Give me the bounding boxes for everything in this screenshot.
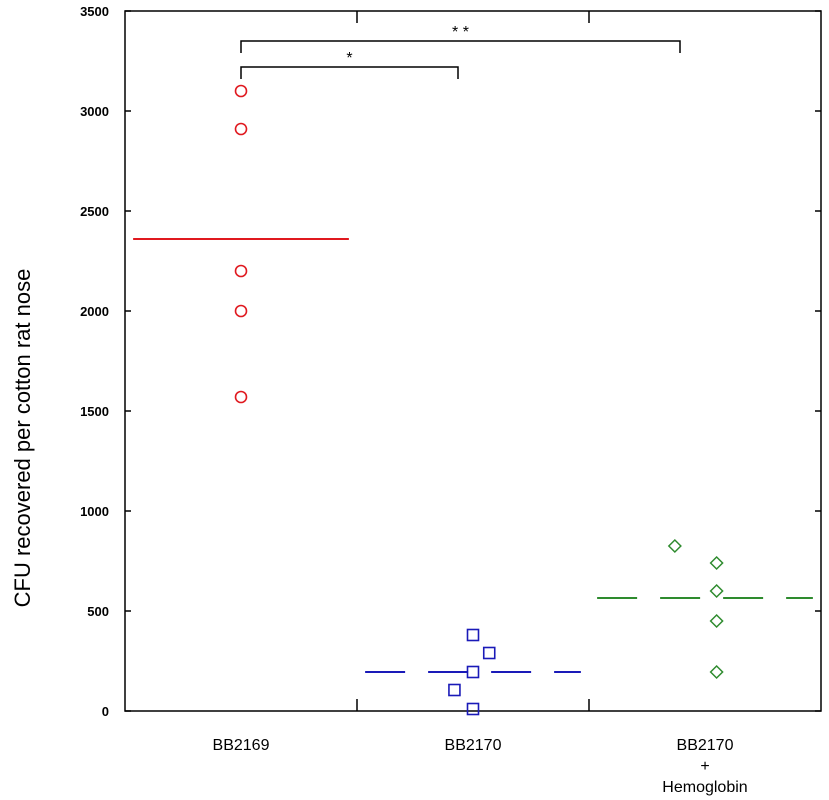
data-point (234, 390, 248, 404)
plot-border (124, 10, 822, 712)
significance-label: * (346, 50, 352, 67)
y-tick-label: 1000 (80, 504, 109, 519)
y-tick-label: 2000 (80, 304, 109, 319)
x-tick-label-line: BB2169 (213, 737, 270, 754)
data-point (709, 664, 724, 680)
data-point (466, 628, 480, 642)
y-tick-label: 0 (102, 704, 109, 719)
significance-label: * * (452, 24, 469, 41)
x-tick-label: BB2170 (445, 737, 502, 754)
data-points (234, 84, 724, 716)
data-point (466, 702, 480, 716)
data-point (709, 613, 724, 629)
x-tick-label-line: + (700, 758, 709, 775)
data-point (234, 264, 248, 278)
y-axis: 0 500 1000 1500 2000 2500 3000 3500 (80, 4, 821, 719)
data-point (234, 122, 248, 136)
data-point (234, 84, 248, 98)
data-point (482, 646, 496, 660)
y-tick-label: 500 (87, 604, 109, 619)
x-tick-label-line: Hemoglobin (662, 779, 747, 796)
y-tick-label: 3000 (80, 104, 109, 119)
y-tick-label: 2500 (80, 204, 109, 219)
x-axis: BB2169 BB2170 BB2170 + Hemoglobin (213, 11, 748, 796)
data-point (667, 538, 682, 554)
data-point (234, 304, 248, 318)
x-tick-label: BB2170 + Hemoglobin (662, 737, 747, 796)
plot-frame (124, 10, 822, 712)
significance-bracket (240, 66, 459, 79)
y-axis-title: CFU recovered per cotton rat nose (10, 269, 35, 608)
x-tick-label: BB2169 (213, 737, 270, 754)
data-point (448, 683, 461, 697)
x-tick-label-line: BB2170 (445, 737, 502, 754)
data-point (466, 665, 480, 679)
data-point (709, 583, 724, 599)
significance-bracket (240, 40, 681, 53)
x-tick-label-line: BB2170 (677, 737, 734, 754)
mean-lines (133, 238, 813, 673)
data-point (709, 555, 724, 571)
y-tick-label: 1500 (80, 404, 109, 419)
significance-brackets: * * * (240, 24, 681, 79)
y-tick-label: 3500 (80, 4, 109, 19)
